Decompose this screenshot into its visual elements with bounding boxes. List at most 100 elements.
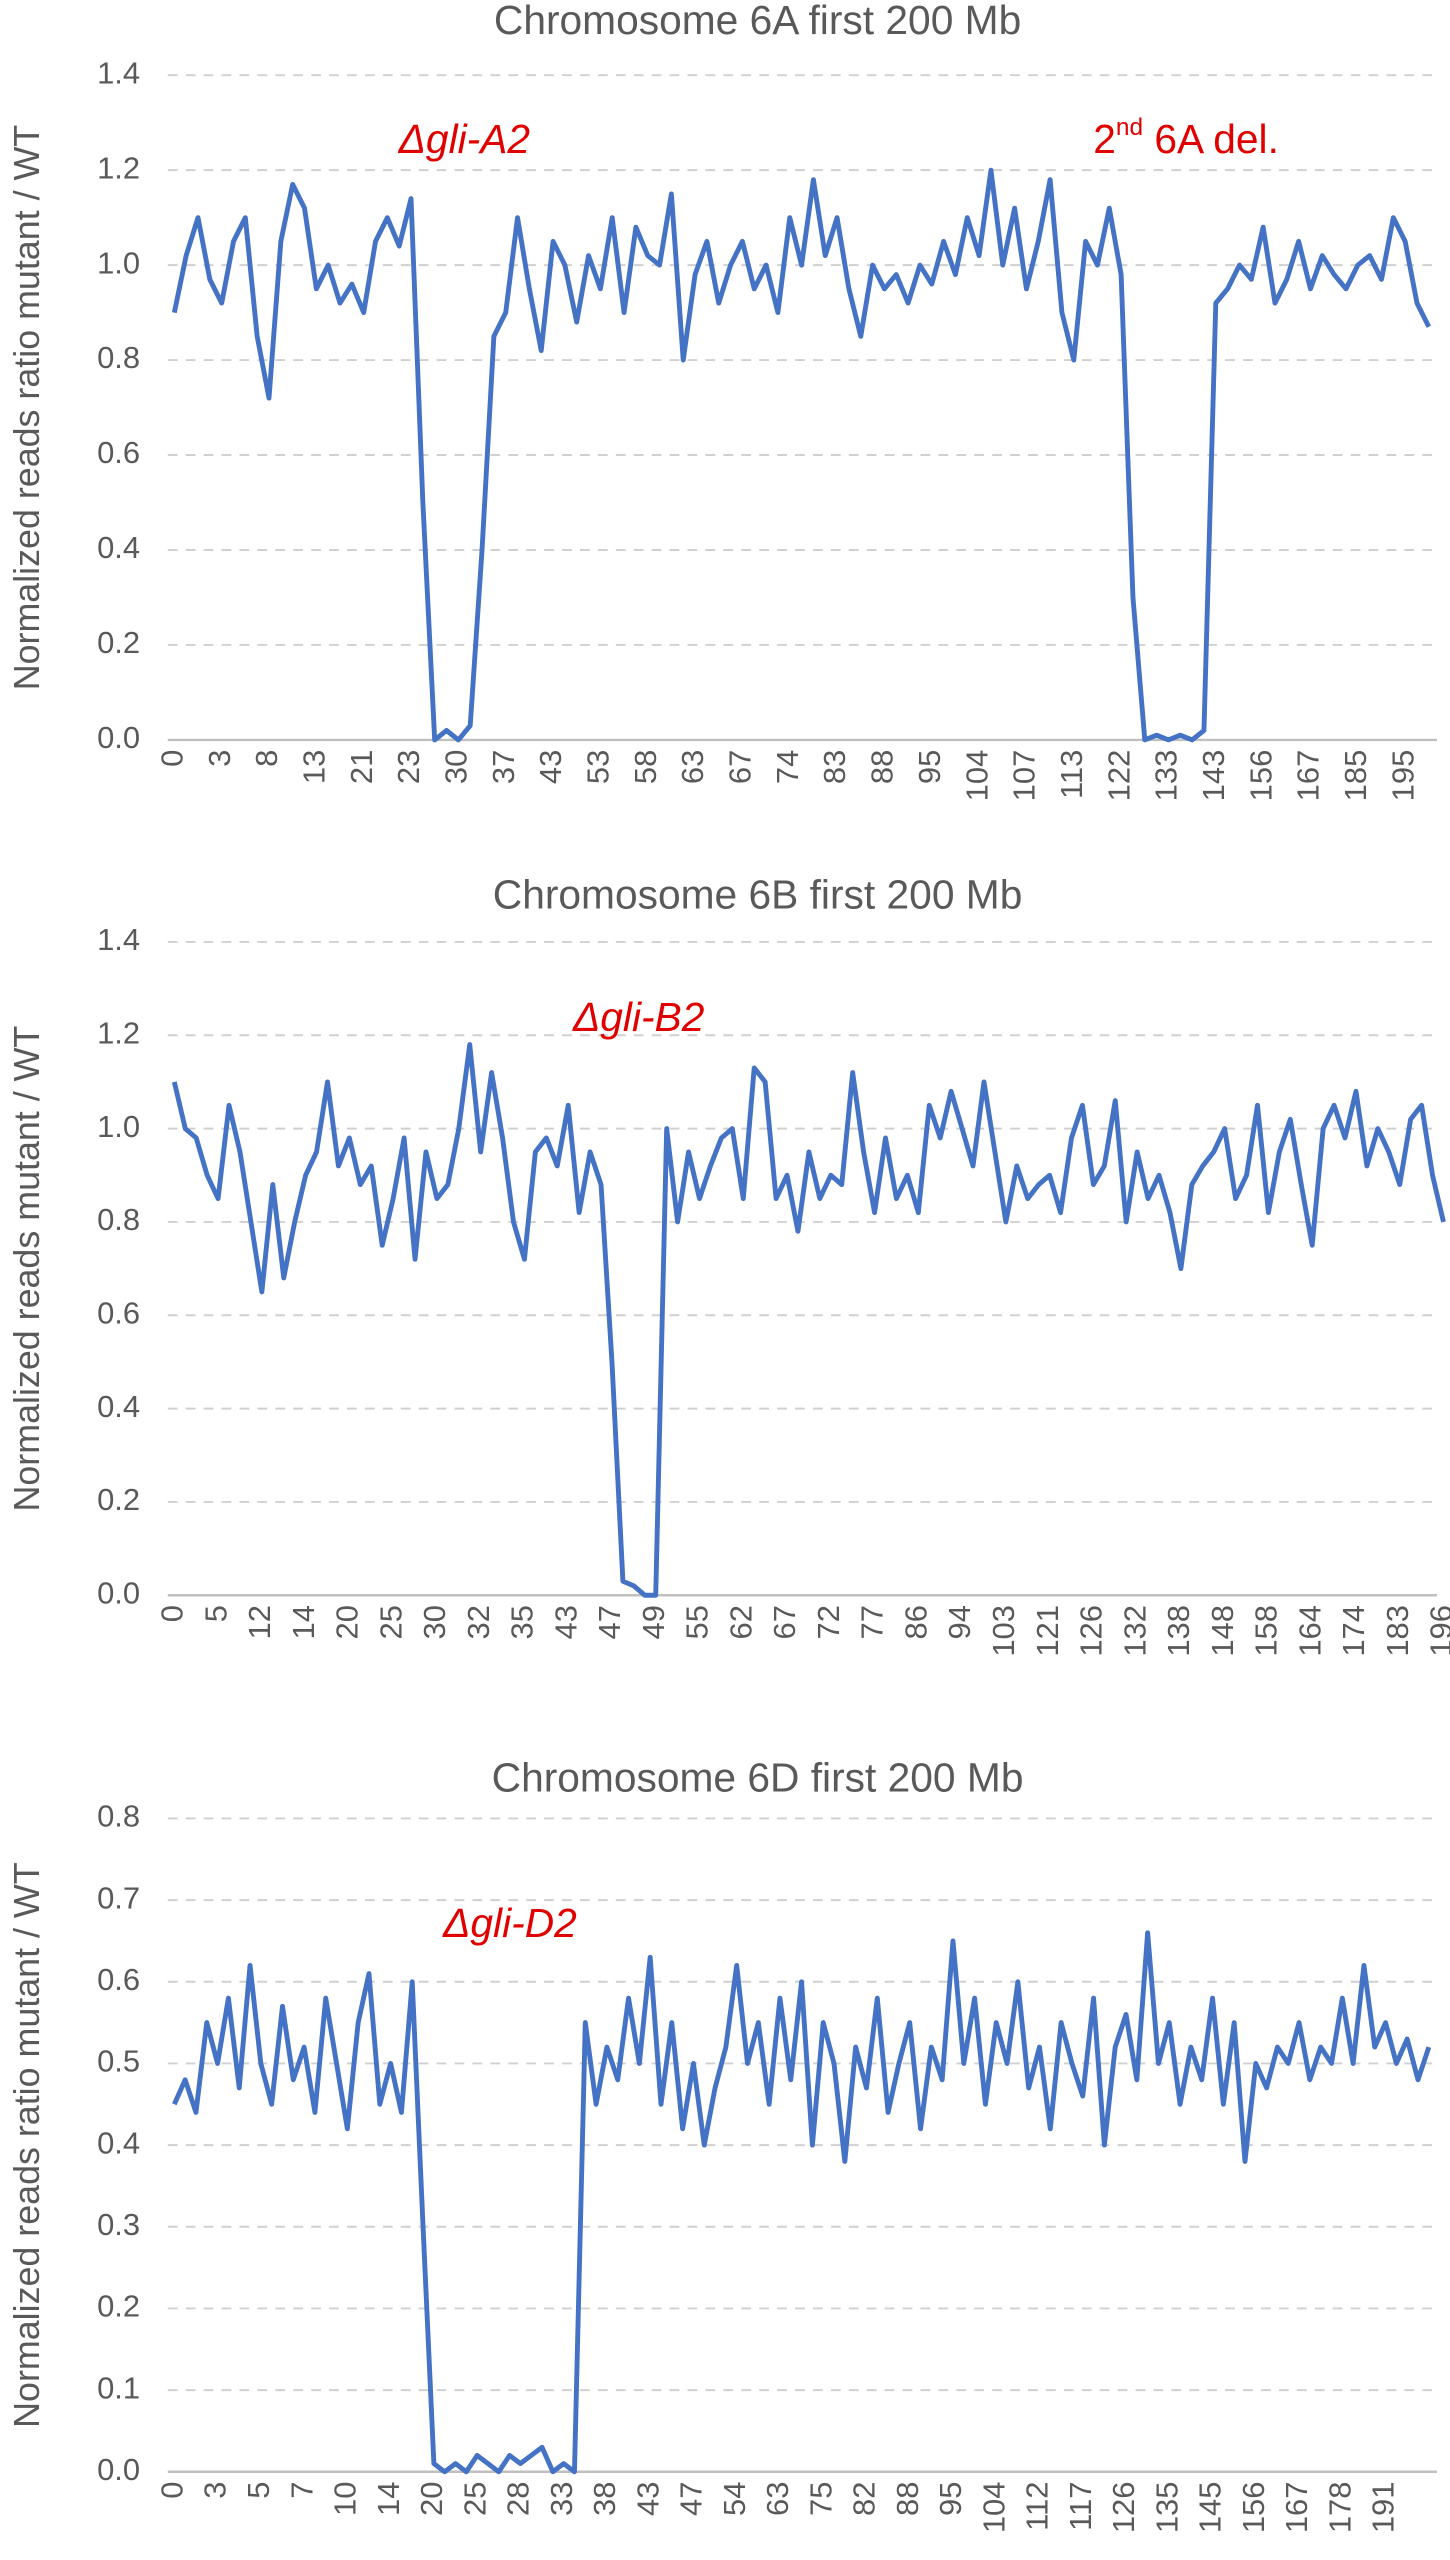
y-tick-label: 0.4: [97, 530, 140, 565]
x-tick-label: 83: [817, 750, 852, 784]
x-tick-label: 191: [1366, 2482, 1401, 2534]
x-tick-label: 167: [1279, 2482, 1314, 2534]
y-tick-label: 0.6: [97, 1962, 140, 1997]
annotation-part: nd: [1116, 114, 1143, 141]
x-tick-label: 7: [284, 2482, 319, 2499]
x-tick-label: 14: [286, 1605, 321, 1639]
x-tick-label: 67: [767, 1605, 802, 1639]
x-tick-label: 3: [198, 2482, 233, 2499]
x-tick-label: 164: [1292, 1605, 1327, 1657]
x-tick-label: 63: [760, 2482, 795, 2516]
annotation-part: Δgli-A2: [398, 116, 531, 162]
x-tick-label: 126: [1074, 1605, 1109, 1657]
x-tick-label: 117: [1063, 2482, 1098, 2531]
x-tick-label: 178: [1322, 2482, 1357, 2534]
x-tick-label: 72: [811, 1605, 846, 1639]
chart-title: Chromosome 6B first 200 Mb: [493, 872, 1023, 918]
annotation-part: Δgli-D2: [442, 1900, 577, 1946]
x-tick-label: 104: [959, 750, 994, 802]
y-tick-label: 0.0: [97, 2452, 140, 2487]
y-tick-label: 1.0: [97, 245, 140, 280]
x-tick-label: 8: [249, 750, 284, 767]
x-tick-label: 82: [847, 2482, 882, 2516]
x-tick-label: 122: [1101, 750, 1136, 802]
y-tick-label: 0.6: [97, 1295, 140, 1330]
x-tick-label: 0: [154, 2482, 189, 2499]
x-tick-label: 107: [1007, 750, 1042, 802]
x-tick-label: 35: [505, 1605, 540, 1639]
x-tick-label: 156: [1243, 750, 1278, 802]
annotation: Δgli-A2: [398, 116, 531, 162]
x-tick-label: 185: [1338, 750, 1373, 802]
x-tick-label: 62: [723, 1605, 758, 1639]
chart-title: Chromosome 6A first 200 Mb: [494, 0, 1021, 43]
y-tick-label: 0.2: [97, 625, 140, 660]
x-tick-label: 30: [439, 750, 474, 784]
y-tick-label: 0.4: [97, 2125, 140, 2160]
x-tick-label: 25: [373, 1605, 408, 1639]
y-tick-label: 0.5: [97, 2044, 140, 2079]
y-tick-label: 0.3: [97, 2207, 140, 2242]
annotation-part: 6A del.: [1143, 116, 1279, 162]
x-tick-label: 20: [414, 2482, 449, 2516]
x-tick-label: 94: [942, 1605, 977, 1639]
x-tick-label: 38: [587, 2482, 622, 2516]
x-tick-label: 121: [1030, 1605, 1065, 1657]
y-tick-label: 0.0: [97, 720, 140, 755]
x-tick-label: 49: [636, 1605, 671, 1639]
annotation: Δgli-D2: [442, 1900, 577, 1946]
data-line: [171, 1042, 1446, 1598]
x-tick-label: 158: [1249, 1605, 1284, 1657]
x-tick-label: 63: [675, 750, 710, 784]
x-tick-label: 174: [1336, 1605, 1371, 1657]
x-tick-label: 74: [770, 750, 805, 784]
x-tick-label: 20: [330, 1605, 365, 1639]
x-tick-label: 30: [417, 1605, 452, 1639]
y-tick-label: 0.6: [97, 435, 140, 470]
x-tick-label: 0: [154, 1605, 189, 1622]
x-tick-label: 37: [486, 750, 521, 784]
y-tick-label: 1.4: [97, 922, 140, 957]
y-tick-label: 0.8: [97, 1799, 140, 1834]
x-tick-label: 77: [855, 1605, 890, 1639]
x-tick-label: 12: [242, 1605, 277, 1639]
x-tick-label: 43: [533, 750, 568, 784]
x-tick-label: 25: [457, 2482, 492, 2516]
x-tick-label: 75: [803, 2482, 838, 2516]
x-tick-label: 104: [976, 2482, 1011, 2534]
x-tick-label: 126: [1106, 2482, 1141, 2534]
x-tick-label: 196: [1424, 1605, 1450, 1657]
x-tick-label: 103: [986, 1605, 1021, 1657]
x-tick-label: 86: [898, 1605, 933, 1639]
x-tick-label: 133: [1149, 750, 1184, 802]
x-tick-label: 183: [1380, 1605, 1415, 1657]
x-tick-label: 10: [328, 2482, 363, 2516]
x-tick-label: 195: [1385, 750, 1420, 802]
x-tick-label: 32: [461, 1605, 496, 1639]
x-tick-label: 143: [1196, 750, 1231, 802]
x-tick-label: 138: [1161, 1605, 1196, 1657]
data-line: [171, 167, 1432, 743]
x-tick-label: 135: [1149, 2482, 1184, 2534]
x-tick-label: 43: [630, 2482, 665, 2516]
x-tick-label: 33: [544, 2482, 579, 2516]
y-tick-label: 1.4: [97, 55, 140, 90]
x-tick-label: 132: [1117, 1605, 1152, 1657]
chart-title: Chromosome 6D first 200 Mb: [492, 1755, 1024, 1801]
x-tick-label: 47: [674, 2482, 709, 2516]
x-tick-label: 5: [241, 2482, 276, 2499]
x-tick-label: 43: [548, 1605, 583, 1639]
annotation-part: Δgli-B2: [572, 994, 705, 1040]
y-tick-label: 0.8: [97, 340, 140, 375]
x-tick-label: 67: [723, 750, 758, 784]
y-tick-label: 0.8: [97, 1202, 140, 1237]
x-tick-label: 28: [501, 2482, 536, 2516]
x-tick-label: 95: [933, 2482, 968, 2516]
x-tick-label: 113: [1054, 750, 1089, 799]
x-tick-label: 53: [581, 750, 616, 784]
y-tick-label: 0.2: [97, 1482, 140, 1517]
x-tick-label: 156: [1236, 2482, 1271, 2534]
x-tick-label: 88: [865, 750, 900, 784]
y-tick-label: 1.2: [97, 1015, 140, 1050]
